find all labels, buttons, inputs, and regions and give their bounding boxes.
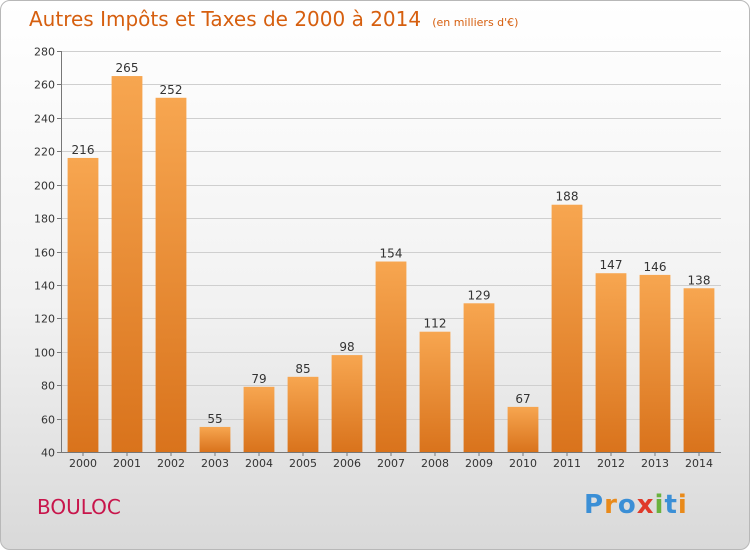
axes: 40 60 80 100 120 140 160 180 200 220 240 260 280 2000… — [34, 46, 721, 470]
chart-title-block: Autres Impôts et Taxes de 2000 à 2014 (e… — [29, 7, 518, 31]
x-tick-label: 2003 — [201, 457, 229, 470]
x-tick-label: 2000 — [69, 457, 97, 470]
proxiti-logo: Proxiti — [584, 490, 688, 520]
y-tick-label: 80 — [41, 380, 55, 393]
y-tick-label: 180 — [34, 213, 55, 226]
bar — [67, 157, 99, 452]
data-labels: 216 265 252 55 79 85 98 154 112 129 67 188 147 146 138 — [72, 61, 711, 426]
logo-letter: o — [617, 490, 637, 520]
y-tick-label: 140 — [34, 280, 55, 293]
data-label: 154 — [380, 247, 403, 261]
chart-subtitle: (en milliers d'€) — [432, 16, 519, 29]
y-tick-label: 60 — [41, 414, 55, 427]
x-tick-label: 2006 — [333, 457, 361, 470]
data-label: 98 — [339, 340, 354, 354]
x-tick-label: 2008 — [421, 457, 449, 470]
logo-letter: x — [636, 490, 655, 520]
y-tick-label: 160 — [34, 247, 55, 260]
y-tick-label: 220 — [34, 146, 55, 159]
x-tick-label: 2011 — [553, 457, 581, 470]
y-tick-label: 280 — [34, 46, 55, 59]
bars — [67, 76, 715, 453]
data-label: 55 — [207, 412, 222, 426]
bar — [199, 426, 231, 452]
data-label: 252 — [160, 83, 183, 97]
bar — [683, 288, 715, 452]
y-tick-label: 260 — [34, 79, 55, 92]
place-name: BOULOC — [37, 495, 121, 519]
x-tick-label: 2001 — [113, 457, 141, 470]
y-tick-label: 40 — [41, 447, 55, 460]
x-tick-label: 2010 — [509, 457, 537, 470]
logo-letter: i — [654, 490, 665, 520]
bar — [595, 273, 627, 452]
data-label: 138 — [688, 273, 711, 287]
x-tick-label: 2012 — [597, 457, 625, 470]
bar — [111, 76, 143, 452]
logo-letter: i — [677, 490, 688, 520]
logo-letter: r — [604, 490, 618, 520]
data-label: 129 — [468, 288, 491, 302]
bar — [155, 97, 187, 453]
bar — [375, 261, 407, 452]
data-label: 216 — [72, 143, 95, 157]
data-label: 67 — [515, 392, 530, 406]
data-label: 147 — [600, 258, 623, 272]
data-label: 79 — [251, 372, 266, 386]
data-label: 188 — [556, 190, 579, 204]
x-tick-label: 2002 — [157, 457, 185, 470]
data-label: 265 — [116, 61, 139, 75]
bar — [639, 274, 671, 452]
bar — [419, 331, 451, 452]
y-tick-label: 100 — [34, 347, 55, 360]
y-tick-label: 240 — [34, 113, 55, 126]
data-label: 146 — [644, 260, 667, 274]
x-tick-label: 2004 — [245, 457, 273, 470]
bar — [243, 386, 275, 452]
data-label: 112 — [424, 317, 447, 331]
x-tick-label: 2005 — [289, 457, 317, 470]
logo-letter: P — [584, 490, 605, 520]
y-tick-label: 120 — [34, 313, 55, 326]
bar — [507, 406, 539, 452]
x-tick-label: 2014 — [685, 457, 713, 470]
bar — [463, 303, 495, 452]
bar — [287, 376, 319, 452]
bar — [331, 355, 363, 452]
data-label: 85 — [295, 362, 310, 376]
x-tick-label: 2007 — [377, 457, 405, 470]
chart-title: Autres Impôts et Taxes de 2000 à 2014 — [29, 7, 422, 31]
x-tick-label: 2013 — [641, 457, 669, 470]
y-tick-label: 200 — [34, 180, 55, 193]
logo-letter: t — [664, 490, 678, 520]
bar — [551, 204, 583, 452]
x-tick-label: 2009 — [465, 457, 493, 470]
